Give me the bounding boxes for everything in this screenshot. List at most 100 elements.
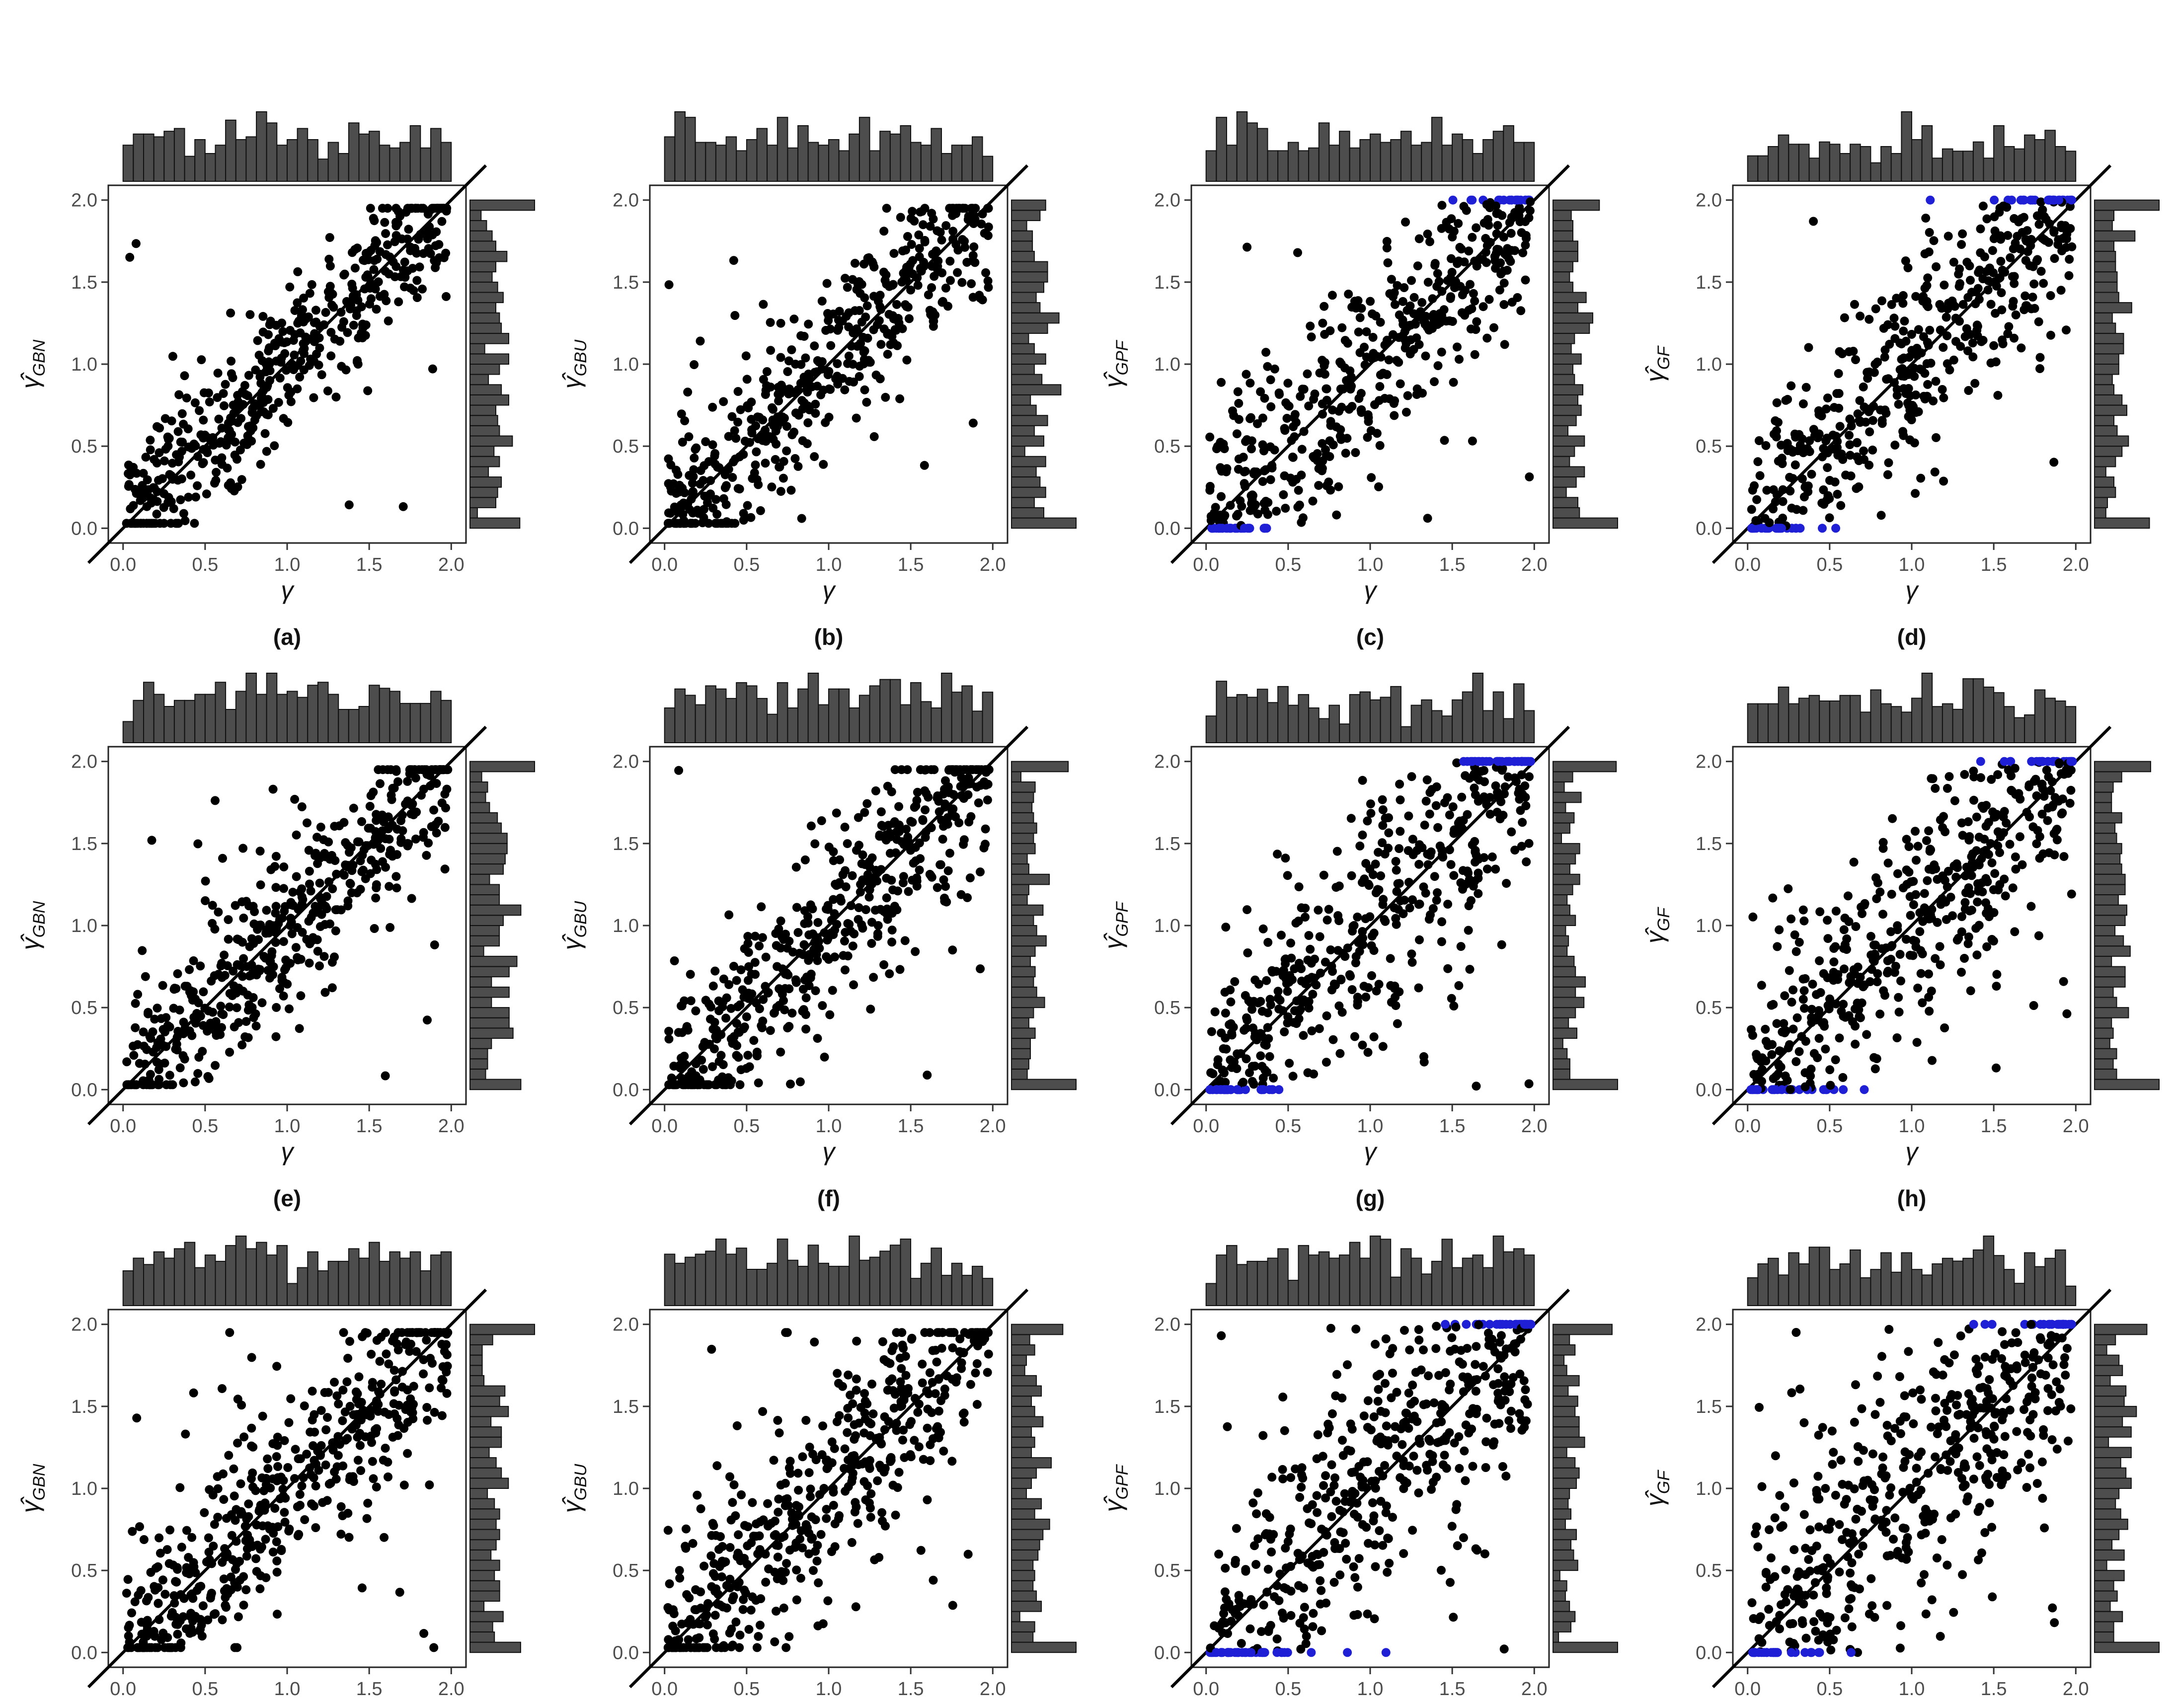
data-point <box>977 219 986 229</box>
data-point <box>430 940 439 949</box>
data-point <box>1285 1059 1294 1068</box>
data-point <box>153 1080 162 1089</box>
data-point <box>1239 1078 1248 1087</box>
data-point <box>1877 296 1886 306</box>
data-point <box>743 501 752 510</box>
data-point <box>782 446 791 456</box>
histogram-bar <box>2094 966 2126 978</box>
data-point <box>1993 827 2003 837</box>
data-point <box>828 986 837 995</box>
data-point <box>1497 211 1507 220</box>
data-point <box>1430 872 1439 881</box>
histogram-bar <box>469 863 504 875</box>
histogram-bar <box>746 139 758 182</box>
data-point <box>1245 414 1255 423</box>
data-point <box>1265 1052 1274 1061</box>
boundary-point <box>1448 195 1458 205</box>
histogram-bar <box>2094 771 2122 783</box>
data-point <box>1986 839 1995 848</box>
data-point <box>199 987 208 997</box>
histogram-bar <box>469 240 496 252</box>
data-point <box>400 282 409 292</box>
data-point <box>959 794 968 803</box>
data-point <box>800 975 809 985</box>
histogram-bar <box>225 709 236 743</box>
histogram-bar <box>1339 723 1350 744</box>
histogram-bar <box>469 955 518 967</box>
data-point <box>1447 994 1456 1003</box>
data-point <box>1997 305 2007 314</box>
y-tick-label: 1.0 <box>613 916 639 936</box>
data-point <box>1392 887 1401 896</box>
data-point <box>1282 414 1292 423</box>
data-point <box>1242 1054 1251 1064</box>
data-point <box>1280 471 1289 480</box>
data-point <box>180 1023 190 1033</box>
data-point <box>1899 883 1908 893</box>
data-point <box>132 468 142 478</box>
histogram-bar <box>931 128 942 182</box>
data-point <box>1221 1033 1230 1043</box>
data-point <box>442 784 452 794</box>
data-point <box>1419 882 1428 892</box>
data-point <box>152 509 161 519</box>
data-point <box>1800 1082 1810 1091</box>
data-point <box>278 327 288 336</box>
histogram-bar <box>1226 145 1238 182</box>
data-point <box>745 1062 754 1072</box>
data-point <box>396 838 405 847</box>
data-point <box>432 828 441 838</box>
data-point <box>313 946 322 956</box>
data-point <box>1482 864 1492 874</box>
boundary-point <box>1466 195 1476 205</box>
data-point <box>1909 877 1918 886</box>
data-point <box>1336 975 1346 985</box>
data-point <box>426 249 435 258</box>
data-point <box>344 500 354 510</box>
data-point <box>1220 988 1230 997</box>
y-tick-label: 1.0 <box>1696 916 1722 936</box>
histogram-bar <box>469 781 488 793</box>
data-point <box>1326 485 1335 495</box>
data-point <box>254 350 264 360</box>
data-point <box>741 351 751 361</box>
data-point <box>271 908 280 918</box>
data-point <box>180 371 189 381</box>
data-point <box>729 457 738 466</box>
data-point <box>1825 513 1834 523</box>
data-point <box>1306 944 1315 954</box>
data-point <box>740 437 750 446</box>
data-point <box>803 919 813 928</box>
histogram-bar <box>1553 486 1567 498</box>
histogram-bar <box>1256 689 1268 744</box>
histogram-bar <box>1441 715 1453 743</box>
histogram-bar <box>1747 703 1759 743</box>
x-tick-label: 2.0 <box>438 554 465 575</box>
data-point <box>672 519 682 528</box>
data-point <box>371 236 380 245</box>
data-point <box>391 231 401 240</box>
data-point <box>242 962 251 971</box>
data-point <box>803 388 812 397</box>
data-point <box>1960 898 1970 907</box>
data-point <box>1781 1026 1790 1035</box>
histogram-bar <box>1011 415 1048 426</box>
data-point <box>168 1080 177 1089</box>
histogram-bar <box>276 145 288 182</box>
data-point <box>1909 402 1918 411</box>
data-point <box>1955 279 1964 288</box>
data-point <box>1429 314 1438 323</box>
data-point <box>1374 980 1384 989</box>
data-point <box>937 235 946 245</box>
histogram-bar <box>2094 1007 2129 1018</box>
data-point <box>1394 358 1403 367</box>
data-point <box>1273 994 1283 1003</box>
data-point <box>246 426 255 436</box>
data-point <box>969 219 978 228</box>
y-tick-label: 2.0 <box>1696 752 1722 773</box>
data-point <box>1972 950 1982 960</box>
data-point <box>1375 396 1384 405</box>
data-point <box>1381 917 1390 926</box>
data-point <box>1446 860 1456 869</box>
histogram-bar <box>951 692 963 743</box>
